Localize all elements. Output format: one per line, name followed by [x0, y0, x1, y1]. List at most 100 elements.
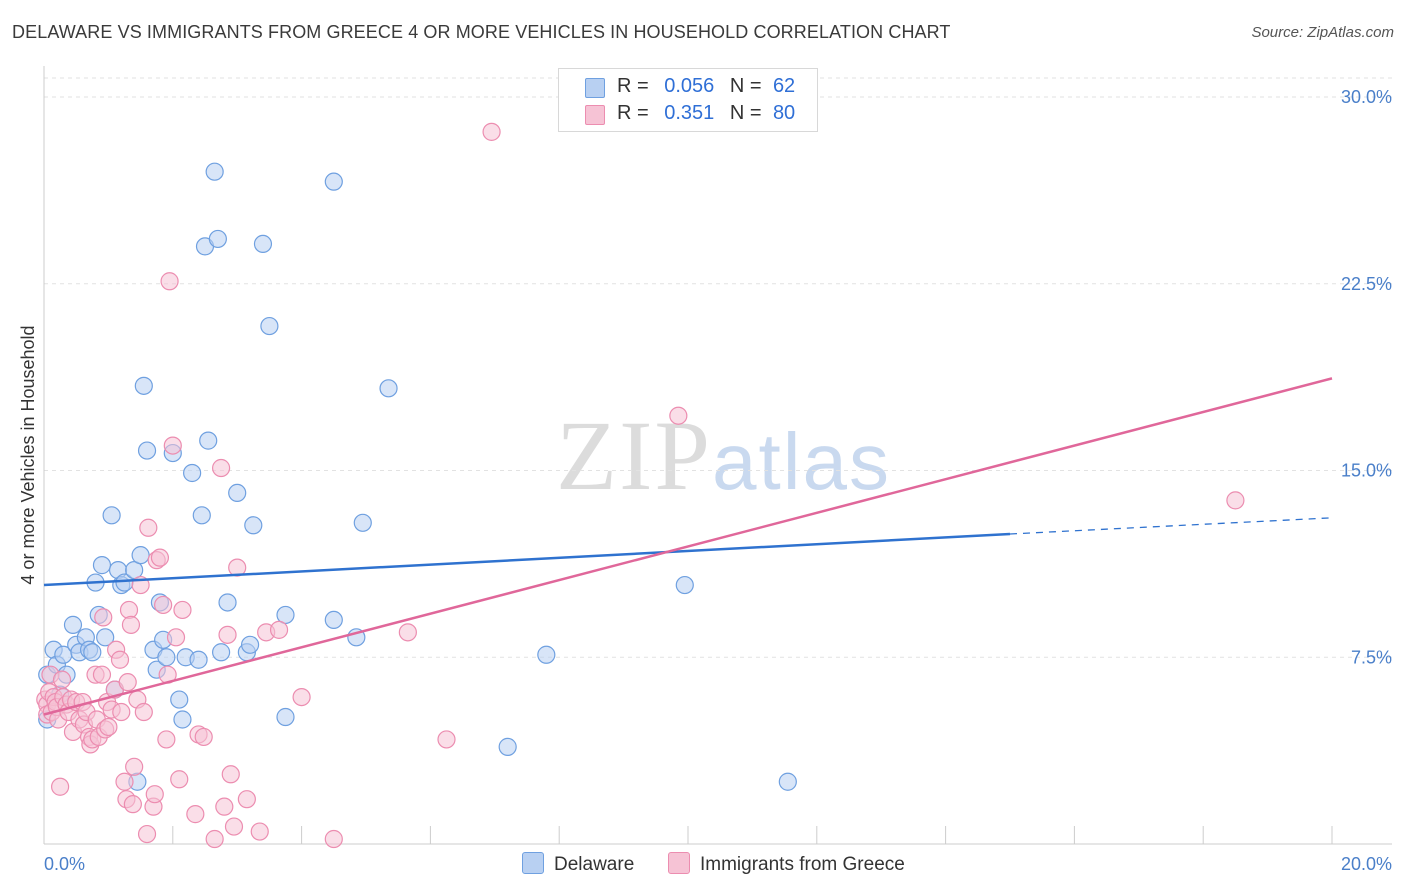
point-delaware: [170, 690, 189, 709]
bottom-legend-label-delaware: Delaware: [554, 854, 635, 875]
bottom-legend-delaware: Delaware: [522, 852, 634, 876]
point-greece: [157, 730, 176, 749]
point-greece: [237, 790, 256, 809]
point-delaware: [83, 643, 102, 662]
point-delaware: [778, 772, 797, 791]
point-greece: [163, 436, 182, 455]
trend-line-greece: [43, 377, 1333, 716]
point-delaware: [324, 610, 343, 630]
point-greece: [292, 687, 311, 707]
point-delaware: [379, 379, 398, 398]
legend-text-delaware: R = 0.056 N = 62: [617, 75, 801, 98]
y-tick-label: 15.0%: [1341, 461, 1392, 481]
legend-n-value: 62: [772, 75, 796, 97]
point-greece: [669, 406, 688, 425]
bottom-legend-swatch-greece: [668, 852, 690, 874]
point-greece: [1226, 491, 1245, 510]
point-greece: [150, 548, 170, 567]
point-greece: [119, 600, 139, 620]
point-greece: [137, 824, 157, 844]
point-delaware: [96, 628, 115, 647]
point-delaware: [205, 162, 224, 181]
point-delaware: [173, 710, 192, 729]
bottom-legend-greece: Immigrants from Greece: [668, 852, 905, 876]
point-delaware: [253, 234, 273, 254]
point-delaware: [498, 737, 517, 756]
grid: [44, 77, 1392, 658]
legend-swatch-greece: [585, 105, 605, 125]
legend-n-label: N =: [729, 102, 762, 124]
trend-lines: [43, 377, 1333, 716]
y-axis-title: 4 or more Vehicles in Household: [18, 325, 38, 584]
point-delaware: [131, 546, 150, 565]
point-greece: [221, 765, 240, 784]
point-greece: [115, 772, 134, 791]
point-delaware: [199, 431, 218, 450]
point-delaware: [189, 650, 208, 669]
point-delaware: [260, 316, 279, 336]
point-greece: [170, 770, 189, 789]
point-greece: [186, 805, 205, 824]
point-delaware: [92, 556, 112, 575]
source-label: Source: ZipAtlas.com: [1251, 24, 1394, 41]
legend-r-label: R =: [617, 102, 649, 124]
point-greece: [118, 673, 137, 692]
point-greece: [125, 757, 144, 776]
point-delaware: [208, 229, 227, 249]
point-delaware: [183, 463, 202, 483]
point-greece: [154, 595, 173, 615]
point-greece: [218, 625, 237, 644]
point-greece: [99, 717, 118, 737]
axes: [43, 66, 1392, 845]
chart-title: DELAWARE VS IMMIGRANTS FROM GREECE 4 OR …: [12, 22, 951, 42]
y-tick-label: 22.5%: [1341, 274, 1392, 294]
point-greece: [110, 650, 130, 669]
point-delaware: [212, 643, 231, 662]
point-greece: [215, 797, 234, 816]
point-greece: [160, 272, 179, 291]
watermark-atlas: atlas: [712, 417, 891, 506]
x-tick-label-max: 20.0%: [1341, 854, 1392, 874]
legend-r-value: 0.351: [664, 102, 715, 124]
axis-labels: 7.5% 15.0% 22.5% 30.0% 0.0% 20.0% 4 or more Ve…: [18, 87, 1392, 874]
point-greece: [205, 829, 224, 849]
point-delaware: [244, 516, 263, 535]
point-delaware: [134, 376, 153, 395]
data-points: [36, 122, 1245, 849]
point-greece: [194, 727, 213, 747]
point-greece: [92, 665, 112, 684]
legend-n-label: N =: [729, 75, 762, 97]
point-greece: [112, 702, 131, 722]
point-delaware: [276, 707, 295, 727]
point-greece: [250, 822, 269, 841]
legend-n-value: 80: [772, 102, 796, 124]
point-greece: [173, 600, 192, 620]
point-greece: [224, 817, 244, 836]
point-greece: [482, 122, 501, 141]
point-delaware: [324, 172, 343, 191]
legend-swatch-delaware: [585, 78, 605, 98]
point-delaware: [102, 506, 121, 525]
point-delaware: [157, 648, 176, 667]
point-delaware: [228, 483, 247, 503]
point-greece: [145, 785, 164, 804]
x-tick-label-min: 0.0%: [44, 854, 85, 874]
point-delaware: [537, 645, 556, 664]
point-greece: [324, 829, 343, 849]
legend-r-label: R =: [617, 75, 649, 97]
point-greece: [52, 670, 72, 689]
point-delaware: [192, 506, 211, 525]
point-greece: [166, 628, 186, 647]
legend-r-value: 0.056: [664, 75, 715, 97]
point-greece: [50, 777, 70, 796]
point-delaware: [240, 635, 260, 654]
bottom-legend-swatch-delaware: [522, 852, 544, 874]
y-tick-label: 7.5%: [1351, 647, 1392, 667]
point-delaware: [675, 575, 694, 595]
y-tick-label: 30.0%: [1341, 87, 1392, 107]
legend-text-greece: R = 0.351 N = 80: [617, 102, 801, 125]
point-greece: [134, 702, 153, 722]
point-delaware: [137, 441, 157, 460]
point-delaware: [353, 513, 372, 532]
